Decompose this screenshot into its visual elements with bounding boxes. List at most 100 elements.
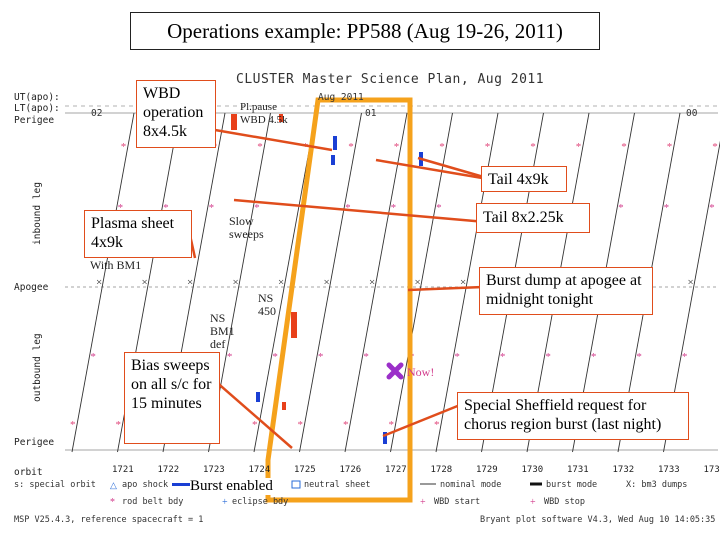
event-marker: * bbox=[388, 419, 394, 431]
ns-bm1-note: NS BM1 def bbox=[210, 311, 235, 351]
lt-label: LT(apo): bbox=[14, 103, 60, 114]
inbound-label: inbound leg bbox=[32, 182, 43, 245]
event-marker: * bbox=[391, 202, 397, 214]
event-marker: * bbox=[363, 351, 369, 363]
event-marker: × bbox=[96, 277, 102, 289]
event-marker: * bbox=[348, 141, 354, 153]
orbit-number: 1723 bbox=[203, 465, 225, 475]
event-marker: * bbox=[121, 141, 127, 153]
now-label: Now! bbox=[407, 365, 435, 379]
legend-eclipse: eclipse bdy bbox=[232, 497, 289, 507]
lt-hour-3: 00 bbox=[686, 108, 698, 119]
legend-symbols: △ * + + + bbox=[110, 480, 542, 508]
event-marker: * bbox=[485, 141, 491, 153]
tail-8x2-note: Tail 8x2.25k bbox=[476, 203, 590, 233]
legend-neutral-sheet: neutral sheet bbox=[304, 480, 371, 490]
with-bm1-note: With BM1 bbox=[90, 258, 142, 272]
orbit-number: 1725 bbox=[294, 465, 316, 475]
legend-wbd-stop: WBD stop bbox=[544, 497, 585, 507]
lt-hour-1: 02 bbox=[91, 108, 103, 119]
svg-text:*: * bbox=[110, 497, 115, 508]
now-marker-icon bbox=[386, 362, 404, 380]
highlight-box bbox=[265, 97, 413, 503]
wbd-operation-note: WBD operation 8x4.5k bbox=[136, 80, 216, 148]
orbit-number: 1727 bbox=[385, 465, 407, 475]
ut-label: UT(apo): bbox=[14, 92, 60, 103]
burst-block-5 bbox=[383, 432, 387, 444]
orbit-track bbox=[344, 112, 408, 453]
event-marker: × bbox=[233, 277, 239, 289]
event-marker: * bbox=[394, 141, 400, 153]
burst-dump-note: Burst dump at apogee at midnight tonight bbox=[479, 267, 653, 315]
event-marker: × bbox=[369, 277, 375, 289]
legend-burst-mode: burst mode bbox=[546, 480, 598, 490]
event-marker: × bbox=[324, 277, 330, 289]
footer-left: MSP V25.4.3, reference spacecraft = 1 bbox=[14, 515, 204, 525]
event-marker: * bbox=[115, 419, 121, 431]
perigee-bottom-label: Perigee bbox=[14, 437, 55, 448]
legend-wbd-start: WBD start bbox=[434, 497, 481, 507]
sheffield-note: Special Sheffield request for chorus reg… bbox=[457, 392, 689, 440]
orbit-track bbox=[299, 112, 362, 453]
bias-sweeps-note: Bias sweeps on all s/c for 15 minutes bbox=[124, 352, 220, 444]
legend-apo-shock: apo shock bbox=[122, 480, 169, 490]
perigee-top-label: Perigee bbox=[14, 115, 55, 126]
wbd-block-1 bbox=[231, 114, 237, 130]
event-marker: * bbox=[343, 419, 349, 431]
event-marker: * bbox=[636, 351, 642, 363]
event-marker: * bbox=[227, 351, 233, 363]
wbd-block-4 bbox=[282, 402, 286, 410]
orbit-number: 1731 bbox=[567, 465, 589, 475]
orbit-number: 1729 bbox=[476, 465, 498, 475]
ns-450-note: NS 450 bbox=[258, 291, 276, 318]
orbit-track bbox=[390, 112, 453, 453]
svg-text:+: + bbox=[530, 497, 536, 508]
orbit-track bbox=[71, 112, 135, 453]
plot-title: CLUSTER Master Science Plan, Aug 2011 bbox=[236, 72, 545, 87]
event-marker: * bbox=[621, 141, 627, 153]
wbd-block-3 bbox=[291, 312, 297, 338]
event-marker: * bbox=[530, 141, 536, 153]
svg-text:+: + bbox=[420, 497, 426, 508]
burst-enabled-label: Burst enabled bbox=[190, 478, 273, 495]
burst-block-1 bbox=[333, 136, 337, 150]
event-marker: * bbox=[667, 141, 673, 153]
slow-sweeps-note: Slow sweeps bbox=[229, 214, 264, 241]
orbit-number: 1722 bbox=[157, 465, 180, 475]
event-marker: * bbox=[434, 419, 440, 431]
event-marker: * bbox=[436, 202, 442, 214]
orbit-number: 1721 bbox=[112, 465, 134, 475]
legend-rod-belt: rod belt bdy bbox=[122, 497, 184, 507]
event-marker: * bbox=[318, 351, 324, 363]
event-marker: * bbox=[664, 202, 670, 214]
orbit-number: 1730 bbox=[521, 465, 544, 475]
orbit-number: 1733 bbox=[658, 465, 680, 475]
event-marker: × bbox=[142, 277, 148, 289]
event-marker: * bbox=[163, 202, 169, 214]
event-marker: * bbox=[303, 141, 309, 153]
event-marker: * bbox=[500, 351, 506, 363]
event-marker: × bbox=[415, 277, 421, 289]
legend-nominal-mode: nominal mode bbox=[440, 480, 502, 490]
event-marker: * bbox=[209, 202, 215, 214]
event-marker: * bbox=[272, 351, 278, 363]
orbit-number: 1724 bbox=[248, 465, 271, 475]
outbound-label: outbound leg bbox=[32, 333, 43, 402]
plasma-sheet-note: Plasma sheet 4x9k bbox=[84, 210, 192, 258]
event-marker: * bbox=[90, 351, 96, 363]
event-marker: × bbox=[278, 277, 284, 289]
orbit-number: 1728 bbox=[430, 465, 453, 475]
month-mark: Aug 2011 bbox=[318, 92, 364, 103]
annotation-arrows bbox=[188, 128, 495, 449]
orbit-track bbox=[253, 112, 317, 453]
wbd-block-2 bbox=[279, 114, 283, 122]
event-marker: * bbox=[454, 351, 460, 363]
legend-special-orbit: s: special orbit bbox=[14, 480, 96, 490]
event-marker: * bbox=[118, 202, 124, 214]
event-marker: × bbox=[688, 277, 694, 289]
orbit-number: 1732 bbox=[612, 465, 635, 475]
apogee-label: Apogee bbox=[14, 282, 49, 293]
legend-bm3-dumps: X: bm3 dumps bbox=[626, 480, 688, 490]
event-marker: * bbox=[682, 351, 688, 363]
event-marker: * bbox=[439, 141, 445, 153]
